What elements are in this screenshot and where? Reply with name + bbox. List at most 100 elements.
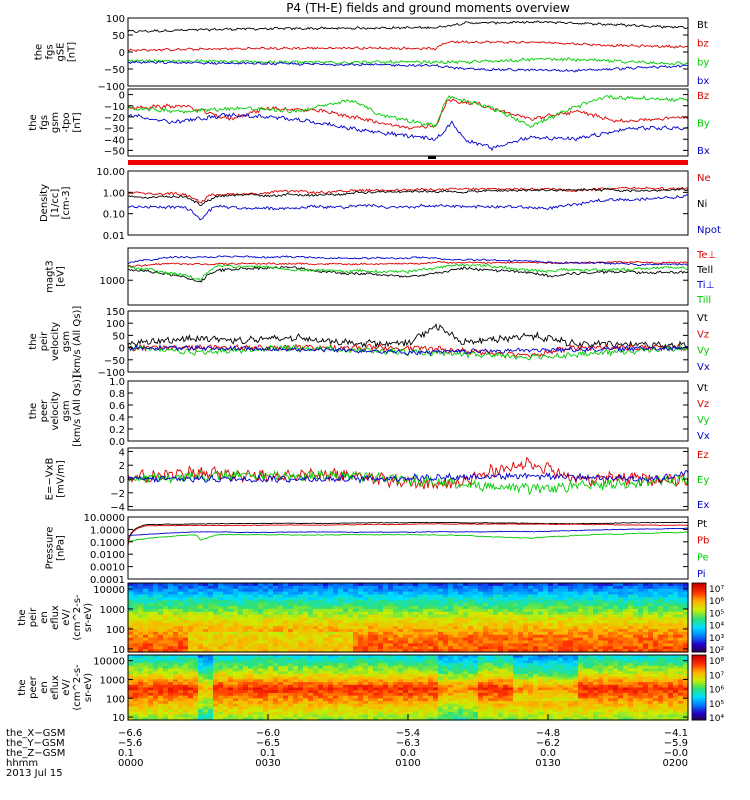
spectrogram-cell <box>308 588 314 593</box>
spectrogram-cell <box>478 706 484 710</box>
spectrogram-cell <box>188 594 194 598</box>
spectrogram-cell <box>503 679 509 683</box>
spectrogram-cell <box>228 597 234 601</box>
spectrogram-cell <box>483 617 489 621</box>
spectrogram-cell <box>653 608 659 613</box>
spectrogram-cell <box>173 709 179 713</box>
series-line-red <box>127 98 689 130</box>
y-axis-label: peir <box>28 607 39 627</box>
spectrogram-cell <box>583 611 589 616</box>
spectrogram-cell <box>283 665 289 670</box>
spectrogram-cell <box>218 583 224 587</box>
spectrogram-cell <box>128 634 134 639</box>
colorbar-cell <box>692 587 706 591</box>
spectrogram-cell <box>208 690 214 694</box>
spectrogram-cell <box>373 655 379 659</box>
legend-entry: Vx <box>697 431 710 442</box>
spectrogram-cell <box>278 617 284 621</box>
spectrogram-cell <box>458 657 464 662</box>
spectrogram-cell <box>533 709 539 713</box>
spectrogram-cell <box>173 687 179 691</box>
spectrogram-cell <box>233 698 239 702</box>
spectrogram-cell <box>418 676 424 680</box>
spectrogram-cell <box>288 665 294 670</box>
spectrogram-cell <box>328 657 334 662</box>
spectrogram-cell <box>148 690 154 694</box>
spectrogram-cell <box>543 717 549 721</box>
spectrogram-cell <box>253 701 259 705</box>
spectrogram-cell <box>318 668 324 672</box>
spectrogram-cell <box>243 698 249 702</box>
spectrogram-cell <box>308 698 314 702</box>
spectrogram-cell <box>183 585 189 590</box>
spectrogram-cell <box>233 714 239 718</box>
spectrogram-cell <box>238 665 244 670</box>
spectrogram-cell <box>453 606 459 610</box>
spectrogram-cell <box>383 676 389 680</box>
spectrogram-cell <box>488 597 494 601</box>
spectrogram-cell <box>308 660 314 664</box>
spectrogram-cell <box>348 646 354 650</box>
spectrogram-cell <box>473 620 479 624</box>
spectrogram-cell <box>163 660 169 664</box>
spectrogram-cell <box>303 591 309 596</box>
spectrogram-cell <box>268 591 274 596</box>
spectrogram-cell <box>518 588 524 593</box>
spectrogram-cell <box>558 646 564 650</box>
spectrogram-cell <box>138 614 144 619</box>
spectrogram-cell <box>183 690 189 694</box>
spectrogram-cell <box>493 655 499 659</box>
spectrogram-cell <box>518 631 524 636</box>
spectrogram-cell <box>153 676 159 680</box>
spectrogram-cell <box>543 643 549 647</box>
spectrogram-cell <box>163 631 169 636</box>
spectrogram-cell <box>323 603 329 607</box>
legend-entry: Bt <box>697 20 708 31</box>
spectrogram-cell <box>633 617 639 621</box>
spectrogram-cell <box>303 637 309 642</box>
spectrogram-cell <box>613 611 619 616</box>
spectrogram-cell <box>198 655 204 659</box>
spectrogram-cell <box>498 665 504 670</box>
spectrogram-cell <box>283 634 289 639</box>
spectrogram-cell <box>193 634 199 639</box>
spectrogram-cell <box>258 687 264 691</box>
spectrogram-cell <box>473 660 479 664</box>
spectrogram-cell <box>228 706 234 710</box>
spectrogram-cell <box>478 709 484 713</box>
spectrogram-cell <box>328 643 334 647</box>
spectrogram-cell <box>443 608 449 613</box>
spectrogram-cell <box>223 663 229 667</box>
spectrogram-cell <box>223 603 229 607</box>
spectrogram-cell <box>593 606 599 610</box>
spectrogram-cell <box>483 709 489 713</box>
spectrogram-cell <box>173 643 179 647</box>
spectrogram-cell <box>388 717 394 721</box>
spectrogram-cell <box>163 684 169 689</box>
spectrogram-cell <box>268 623 274 627</box>
spectrogram-cell <box>658 646 664 650</box>
spectrogram-cell <box>268 703 274 708</box>
spectrogram-cell <box>648 591 654 596</box>
spectrogram-cell <box>373 706 379 710</box>
spectrogram-cell <box>448 597 454 601</box>
spectrogram-cell <box>338 692 344 697</box>
spectrogram-cell <box>248 701 254 705</box>
spectrogram-cell <box>398 717 404 721</box>
spectrogram-cell <box>503 588 509 593</box>
spectrogram-cell <box>453 597 459 601</box>
spectrogram-cell <box>313 695 319 699</box>
spectrogram-cell <box>203 606 209 610</box>
spectrogram-cell <box>163 646 169 650</box>
spectrogram-cell <box>448 617 454 621</box>
spectrogram-cell <box>508 706 514 710</box>
spectrogram-cell <box>468 588 474 593</box>
spectrogram-cell <box>288 617 294 621</box>
spectrogram-cell <box>428 594 434 598</box>
spectrogram-cell <box>153 591 159 596</box>
spectrogram-cell <box>468 687 474 691</box>
spectrogram-cell <box>393 711 399 716</box>
spectrogram-cell <box>298 640 304 644</box>
spectrogram-cell <box>133 663 139 667</box>
y-axis-label: E=−VxB <box>45 458 56 501</box>
